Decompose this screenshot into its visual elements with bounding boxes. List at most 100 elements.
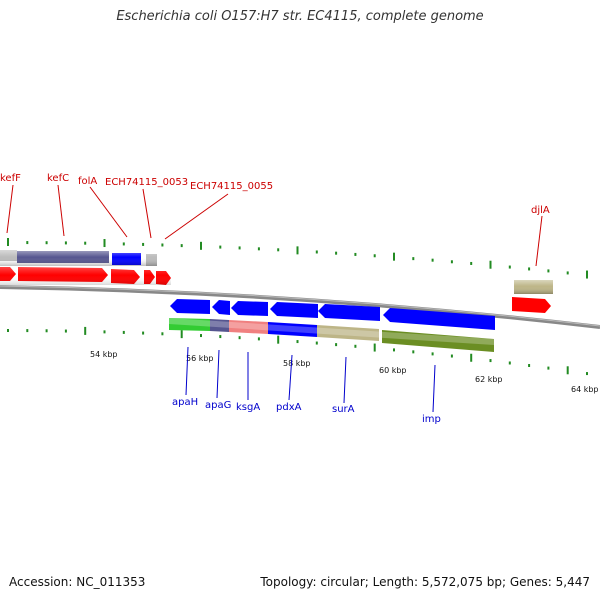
kbp-label: 62 kbp — [475, 375, 503, 384]
minor-tick — [354, 252, 357, 256]
gene-label-ech74115-0053[interactable]: ECH74115_0053 — [105, 177, 188, 188]
gene-label-apaG[interactable]: apaG — [205, 400, 231, 411]
minor-tick — [257, 247, 260, 251]
cog-bar-purple — [210, 319, 229, 332]
cog-bar-olive — [382, 330, 494, 352]
gene-arrow-reverse — [212, 300, 230, 315]
cog-bar-pink — [229, 320, 268, 334]
gene-arrow-reverse — [383, 308, 495, 330]
gene-label-kefF[interactable]: kefF — [0, 173, 21, 184]
major-tick — [566, 366, 569, 375]
major-tick — [393, 252, 395, 261]
forward-strand-genes — [0, 267, 551, 313]
minor-tick — [296, 340, 299, 344]
minor-tick — [450, 260, 453, 264]
gene-label-ech74115-0055[interactable]: ECH74115_0055 — [190, 181, 273, 192]
minor-tick — [219, 245, 222, 249]
minor-tick — [45, 329, 48, 333]
kbp-labels: 54 kbp 56 kbp 58 kbp 60 kbp 62 kbp 64 kb… — [90, 350, 599, 394]
gene-label-surA[interactable]: surA — [332, 404, 355, 415]
kbp-label: 60 kbp — [379, 366, 407, 375]
gene-label-kefC[interactable]: kefC — [47, 173, 69, 184]
minor-tick — [412, 350, 415, 354]
minor-tick — [335, 343, 338, 347]
upper-gene-labels: kefF kefC folA ECH74115_0053 ECH74115_00… — [0, 173, 550, 267]
leader-line — [432, 364, 436, 413]
cog-bar-tan — [317, 325, 379, 341]
leader-line — [343, 356, 347, 404]
minor-tick — [200, 334, 202, 338]
leader-line — [57, 184, 65, 237]
cog-bar-green — [169, 318, 210, 331]
map-title: Escherichia coli O157:H7 str. EC4115, co… — [116, 9, 484, 24]
leader-line — [288, 354, 293, 401]
minor-tick — [586, 372, 588, 376]
gene-arrow-reverse — [270, 302, 318, 318]
gene-label-djlA[interactable]: djlA — [531, 205, 550, 216]
minor-tick — [450, 354, 453, 358]
major-tick — [84, 326, 87, 335]
minor-tick — [238, 246, 241, 250]
cog-band-upper — [0, 250, 553, 294]
gene-label-apaH[interactable]: apaH — [172, 397, 198, 408]
kbp-label: 64 kbp — [571, 385, 599, 394]
reverse-strand-genes — [170, 299, 495, 330]
kbp-label: 58 kbp — [283, 359, 311, 368]
minor-tick — [412, 257, 415, 261]
minor-tick — [528, 363, 531, 367]
major-tick — [200, 241, 202, 250]
genome-stats-text: Topology: circular; Length: 5,572,075 bp… — [260, 575, 590, 589]
minor-tick — [508, 361, 511, 365]
minor-tick — [547, 366, 550, 370]
minor-tick — [566, 271, 569, 275]
major-tick — [586, 270, 588, 279]
major-tick — [296, 246, 299, 255]
minor-tick — [315, 341, 318, 345]
minor-tick — [508, 265, 511, 269]
minor-tick — [547, 269, 550, 273]
major-tick — [277, 335, 280, 344]
minor-tick — [142, 242, 145, 246]
minor-tick — [431, 258, 434, 262]
minor-tick — [277, 248, 280, 252]
minor-tick — [335, 251, 338, 255]
gene-label-folA[interactable]: folA — [78, 176, 97, 187]
minor-tick — [161, 243, 164, 247]
minor-tick — [122, 330, 125, 334]
major-tick — [180, 330, 183, 339]
genome-backbone — [0, 285, 600, 329]
minor-tick — [431, 352, 434, 356]
minor-tick — [470, 261, 473, 265]
leader-line — [6, 184, 14, 234]
gene-arrow-reverse — [231, 301, 268, 316]
minor-tick — [373, 254, 376, 258]
upper-tick-track — [7, 238, 588, 279]
leader-line — [185, 346, 189, 396]
minor-tick — [354, 344, 357, 348]
minor-tick — [315, 250, 318, 254]
major-tick — [373, 343, 376, 352]
minor-tick — [238, 336, 241, 340]
minor-tick — [103, 330, 106, 334]
gene-label-ksgA[interactable]: ksgA — [236, 402, 260, 413]
gene-arrow-reverse — [318, 304, 380, 321]
minor-tick — [161, 332, 164, 336]
leader-line — [89, 186, 128, 238]
gene-arrow-reverse — [170, 299, 210, 314]
minor-tick — [26, 329, 29, 333]
major-tick — [470, 353, 473, 362]
minor-tick — [528, 267, 531, 271]
minor-tick — [26, 241, 29, 245]
leader-line — [535, 215, 543, 267]
kbp-label: 56 kbp — [186, 354, 214, 363]
gene-label-pdxA[interactable]: pdxA — [276, 402, 302, 413]
leader-line — [216, 349, 220, 399]
gene-label-imp[interactable]: imp — [422, 414, 441, 425]
minor-tick — [45, 241, 48, 245]
cog-band-lower — [169, 318, 494, 352]
minor-tick — [64, 241, 67, 245]
leader-line — [164, 193, 229, 240]
minor-tick — [7, 329, 9, 333]
minor-tick — [122, 242, 125, 246]
